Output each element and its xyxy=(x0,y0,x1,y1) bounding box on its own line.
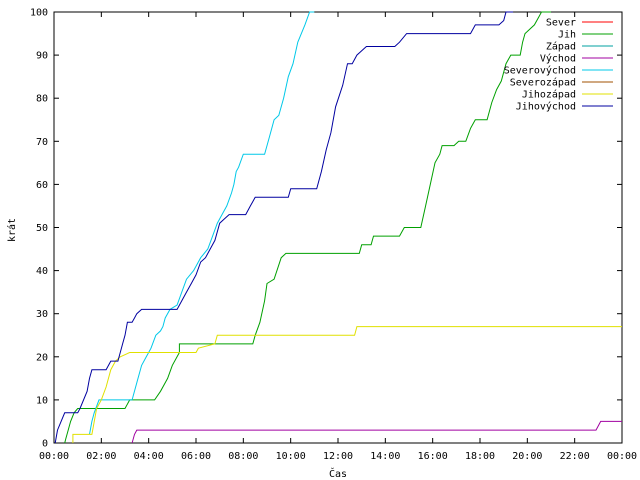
y-tick-label: 60 xyxy=(36,180,48,191)
series-line-7 xyxy=(72,326,622,443)
y-tick-label: 100 xyxy=(30,8,48,19)
x-tick-label: 20:00 xyxy=(512,451,542,462)
legend-label-4: Východ xyxy=(540,53,576,65)
y-tick-label: 90 xyxy=(36,51,48,62)
y-tick-label: 30 xyxy=(36,309,48,320)
x-axis-label: Čas xyxy=(329,467,347,480)
x-tick-label: 00:00 xyxy=(607,451,637,462)
y-tick-label: 50 xyxy=(36,223,48,234)
y-tick-label: 70 xyxy=(36,137,48,148)
x-tick-label: 16:00 xyxy=(418,451,448,462)
x-tick-label: 08:00 xyxy=(228,451,258,462)
legend-label-1: Sever xyxy=(546,18,576,29)
x-tick-label: 04:00 xyxy=(134,451,164,462)
series-line-5 xyxy=(89,11,315,435)
series-line-4 xyxy=(131,420,622,444)
x-tick-label: 02:00 xyxy=(86,451,116,462)
y-tick-label: 10 xyxy=(36,395,48,406)
x-tick-label: 10:00 xyxy=(276,451,306,462)
x-tick-label: 12:00 xyxy=(323,451,353,462)
x-tick-label: 00:00 xyxy=(39,451,69,462)
legend-label-3: Západ xyxy=(546,41,576,53)
series-line-8 xyxy=(54,11,514,444)
legend-label-7: Jihozápad xyxy=(522,89,576,101)
series-line-2 xyxy=(64,11,551,444)
y-tick-label: 0 xyxy=(42,439,48,450)
x-tick-label: 06:00 xyxy=(181,451,211,462)
y-tick-label: 80 xyxy=(36,94,48,105)
x-tick-label: 14:00 xyxy=(370,451,400,462)
y-tick-label: 20 xyxy=(36,352,48,363)
x-tick-label: 22:00 xyxy=(560,451,590,462)
legend-label-6: Severozápad xyxy=(510,77,576,89)
legend-label-2: Jih xyxy=(558,30,576,41)
x-tick-label: 18:00 xyxy=(465,451,495,462)
y-axis-label: krát xyxy=(6,218,18,242)
y-tick-label: 40 xyxy=(36,266,48,277)
legend-label-5: Severovýchod xyxy=(504,65,576,77)
legend-label-8: Jihovýchod xyxy=(516,101,576,113)
